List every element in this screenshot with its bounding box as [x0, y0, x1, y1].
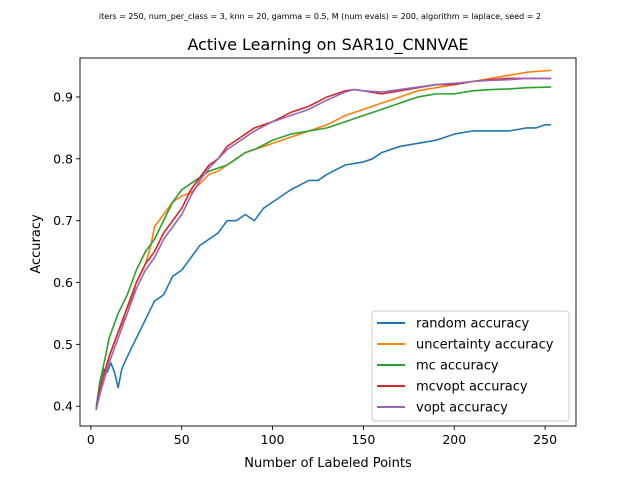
axes-frame	[79, 57, 577, 427]
y-tick-label: 0.6	[53, 275, 73, 290]
x-tick-label: 200	[442, 432, 466, 447]
legend-label: uncertainty accuracy	[416, 338, 554, 353]
chart-title: Active Learning on SAR10_CNNVAE	[187, 35, 468, 55]
legend-label: mc accuracy	[416, 359, 499, 374]
series-line-random-accuracy	[95, 124, 552, 408]
series-line-vopt-accuracy	[95, 77, 552, 411]
y-tick-label: 0.5	[53, 337, 73, 352]
x-tick-label: 0	[87, 432, 95, 447]
series-line-mc-accuracy	[95, 86, 552, 411]
chart-suptitle: iters = 250, num_per_class = 3, knn = 20…	[99, 12, 541, 21]
x-axis-label: Number of Labeled Points	[244, 456, 412, 471]
legend-label: vopt accuracy	[416, 401, 508, 416]
y-axis-label: Accuracy	[29, 214, 44, 274]
y-tick-label: 0.9	[53, 89, 73, 104]
plot-area: 0 50 100 150 200 250 0.4 0.5 0.6 0.7 0.8 0.9	[53, 57, 577, 447]
y-tick-label: 0.7	[53, 213, 73, 228]
x-tick-label: 150	[351, 432, 375, 447]
legend-label: mcvopt accuracy	[416, 380, 528, 395]
y-tick-label: 0.4	[53, 399, 73, 414]
x-tick-label: 50	[174, 432, 190, 447]
x-tick-label: 250	[533, 432, 557, 447]
legend: random accuracy uncertainty accuracy mc ac…	[371, 310, 570, 422]
x-tick-label: 100	[261, 432, 285, 447]
legend-box	[371, 310, 570, 422]
legend-label: random accuracy	[416, 317, 530, 332]
y-tick-label: 0.8	[53, 151, 73, 166]
